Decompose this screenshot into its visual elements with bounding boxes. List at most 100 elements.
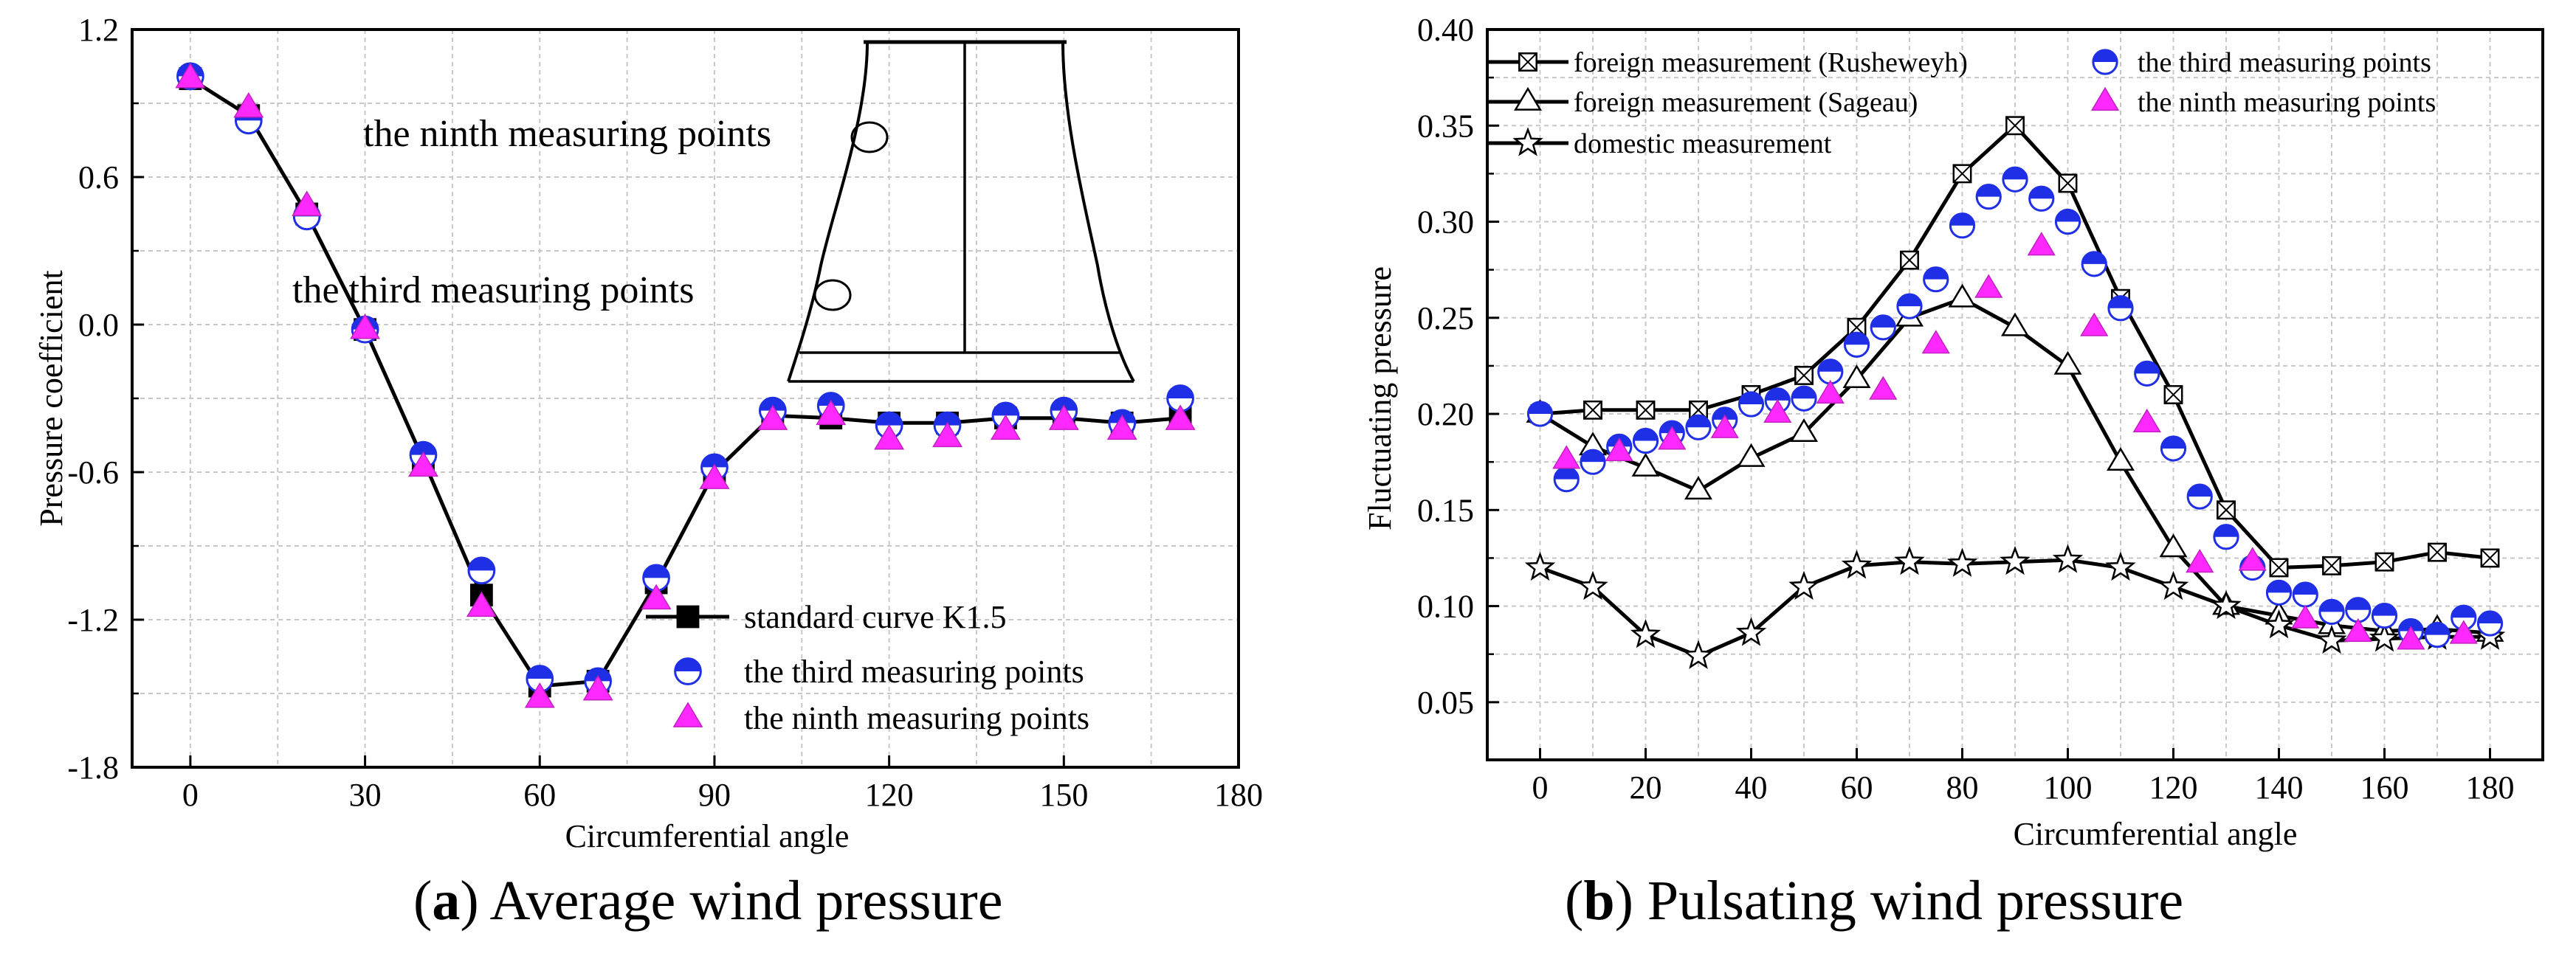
data-point bbox=[1685, 414, 1712, 440]
data-point bbox=[1790, 418, 1818, 442]
data-point bbox=[1166, 384, 1194, 412]
marker-triangle bbox=[1869, 376, 1898, 400]
marker-triangle bbox=[1658, 426, 1687, 450]
marker-circle-fill bbox=[1580, 450, 1605, 463]
marker-circle-fill bbox=[934, 412, 960, 426]
data-point bbox=[2291, 604, 2320, 629]
marker-circle-fill bbox=[2161, 436, 2186, 449]
marker-circle-fill bbox=[1818, 359, 1842, 372]
marker-open-triangle bbox=[2107, 447, 2135, 471]
marker-triangle bbox=[1605, 437, 1633, 462]
data-point bbox=[1923, 266, 1949, 293]
marker-star bbox=[1683, 640, 1714, 669]
data-point bbox=[1841, 550, 1873, 579]
x-axis-label: Circumferential angle bbox=[2014, 816, 2298, 852]
marker-cross-b bbox=[2322, 556, 2341, 575]
data-point bbox=[292, 190, 323, 216]
x-tick-label: 0 bbox=[182, 777, 199, 813]
marker-triangle bbox=[816, 399, 847, 426]
marker-star bbox=[1946, 547, 1978, 577]
series-1-points bbox=[176, 62, 1194, 696]
data-point bbox=[1794, 365, 1814, 385]
marker-cross-b bbox=[2164, 385, 2183, 404]
x-axis-label: Circumferential angle bbox=[565, 818, 850, 854]
marker-circle-fill bbox=[2478, 611, 2502, 624]
x-tick-label: 30 bbox=[349, 777, 382, 813]
legend-marker bbox=[1512, 127, 1543, 156]
data-point bbox=[1605, 437, 1633, 462]
marker-open-triangle bbox=[1948, 283, 1977, 308]
legend-entry-right-0: the third measuring points bbox=[2092, 47, 2431, 78]
data-point bbox=[1630, 618, 1661, 648]
data-point bbox=[2374, 552, 2394, 572]
data-point bbox=[1526, 401, 1554, 427]
legend-marker bbox=[674, 657, 702, 685]
legend: standard curve K1.5 the third measuring p… bbox=[646, 599, 1089, 736]
data-point bbox=[1949, 212, 1976, 239]
marker-circle-fill bbox=[876, 412, 902, 426]
marker-open-triangle bbox=[2053, 350, 2082, 375]
data-point bbox=[757, 404, 788, 430]
legend-entry-left-0: foreign measurement (Rusheweyh) bbox=[1487, 47, 1968, 78]
data-point bbox=[1048, 404, 1079, 430]
marker-star bbox=[1788, 570, 1819, 601]
x-tick-label: 90 bbox=[698, 777, 731, 813]
marker-cross-b bbox=[2270, 558, 2288, 577]
marker-cross-b bbox=[2428, 543, 2447, 562]
data-point bbox=[1683, 640, 1714, 669]
data-point bbox=[466, 591, 497, 617]
marker-triangle bbox=[175, 63, 206, 89]
data-point bbox=[2163, 385, 2183, 404]
data-point bbox=[2005, 116, 2025, 136]
marker-cross-b bbox=[1518, 52, 1537, 72]
legend-label: standard curve K1.5 bbox=[744, 599, 1007, 635]
caption-a: (a) Average wind pressure bbox=[413, 870, 1003, 932]
chart-pulsating-wind-pressure: 0 20 40 60 80 100 120 140 160 180 0.05 0.10 0.15 0.20… bbox=[1362, 12, 2544, 852]
marker-cross-b bbox=[1794, 366, 1814, 385]
data-point bbox=[1869, 376, 1898, 400]
marker-star bbox=[1894, 545, 1925, 575]
legend: foreign measurement (Rusheweyh) foreign m… bbox=[1487, 47, 2436, 159]
y-tick-label: -1.8 bbox=[67, 750, 119, 786]
y-tick-label: 0.05 bbox=[1417, 685, 1474, 721]
data-point bbox=[1974, 274, 2003, 298]
data-point bbox=[582, 675, 613, 701]
marker-circle-fill bbox=[2029, 187, 2053, 199]
data-point bbox=[1896, 293, 1923, 319]
data-point bbox=[2159, 533, 2188, 558]
series-2-points bbox=[175, 63, 1196, 708]
marker-open-triangle bbox=[2159, 533, 2188, 558]
marker-circle-fill bbox=[2093, 49, 2118, 62]
third-point-marker-ellipse bbox=[813, 279, 852, 311]
data-point bbox=[2371, 602, 2398, 629]
marker-star bbox=[1512, 127, 1543, 156]
data-series bbox=[175, 62, 1196, 708]
y-tick-label: 0.30 bbox=[1417, 204, 1474, 240]
marker-circle-fill bbox=[2082, 252, 2107, 264]
data-point bbox=[874, 424, 905, 450]
marker-circle-fill bbox=[675, 658, 701, 671]
data-point bbox=[1631, 452, 1660, 477]
marker-cross-b bbox=[2005, 116, 2025, 135]
marker-star bbox=[2157, 570, 2189, 601]
marker-star bbox=[1630, 618, 1661, 648]
data-point bbox=[2318, 598, 2345, 626]
data-point bbox=[233, 92, 264, 118]
marker-circle-fill bbox=[1977, 184, 2001, 197]
data-point bbox=[2211, 589, 2242, 620]
x-tick-label: 120 bbox=[2149, 769, 2198, 806]
marker-triangle bbox=[757, 404, 788, 430]
marker-triangle bbox=[1921, 330, 1950, 354]
marker-circle-fill bbox=[526, 665, 553, 679]
y-tick-label: 0.10 bbox=[1417, 589, 1474, 625]
marker-circle-fill bbox=[643, 564, 669, 578]
legend-entry-2: the ninth measuring points bbox=[672, 700, 1089, 736]
marker-triangle bbox=[1048, 404, 1079, 430]
marker-open-triangle bbox=[1737, 443, 1766, 467]
data-point bbox=[1816, 379, 1845, 404]
data-point bbox=[2451, 604, 2477, 631]
legend-marker bbox=[2090, 86, 2120, 111]
marker-circle-fill bbox=[2293, 582, 2318, 595]
data-point bbox=[526, 665, 554, 693]
legend-marker bbox=[1514, 86, 1542, 111]
